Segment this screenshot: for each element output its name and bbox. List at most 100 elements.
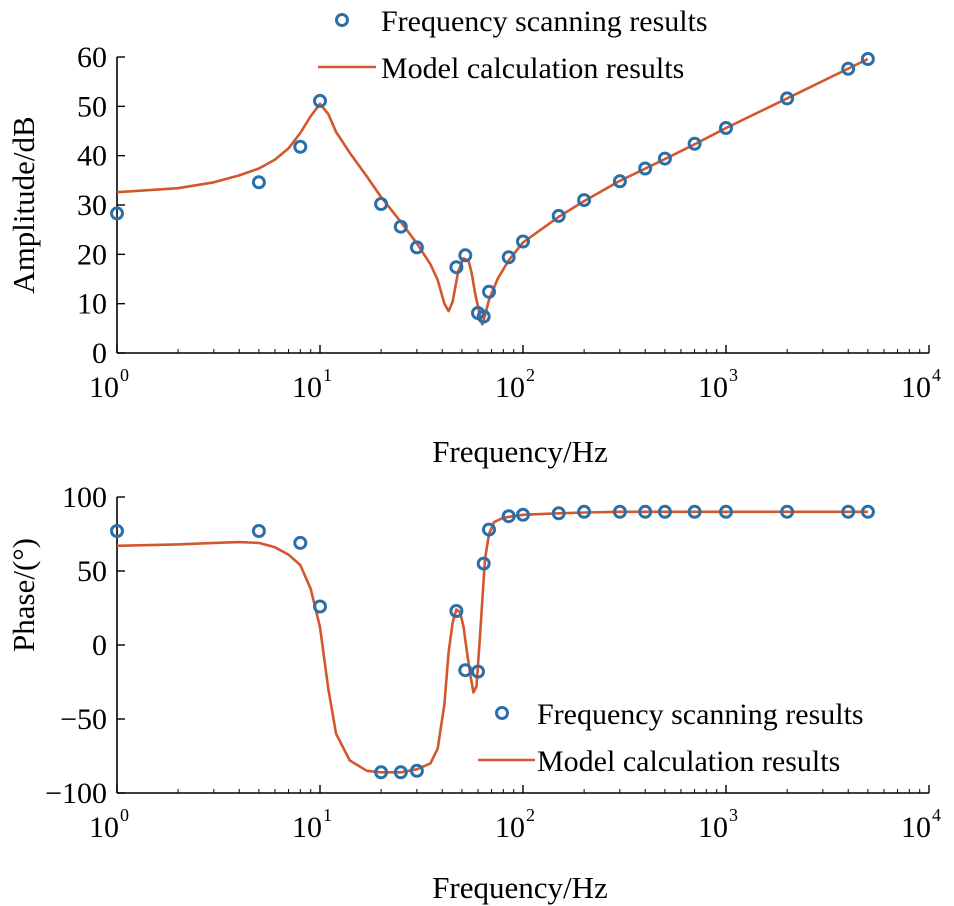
amplitude-scan-point xyxy=(719,121,733,135)
amplitude-scan-point xyxy=(293,139,308,154)
amplitude-y-tick-label: 30 xyxy=(77,189,107,222)
phase-scan-point xyxy=(482,522,496,537)
amplitude-legend-marker-icon xyxy=(335,13,349,27)
amplitude-scan-point xyxy=(449,260,464,275)
phase-scan-point xyxy=(501,509,516,524)
amplitude-scan-point xyxy=(110,206,124,221)
phase-legend-label-scan: Frequency scanning results xyxy=(537,698,864,731)
amplitude-scan-point xyxy=(409,240,424,255)
phase-legend-marker-icon xyxy=(495,706,509,720)
phase-scan-point xyxy=(293,535,308,550)
phase-scan-point xyxy=(638,504,653,519)
amplitude-legend-label-scan: Frequency scanning results xyxy=(381,5,708,38)
amplitude-x-tick-base: 10 xyxy=(292,371,322,404)
amplitude-x-tick-label: 10 1 xyxy=(292,365,332,404)
phase-x-tick-label: 10 0 xyxy=(89,805,129,844)
phase-scan-point xyxy=(860,504,875,519)
amplitude-scan-point xyxy=(476,309,491,324)
amplitude-model-line xyxy=(116,57,869,326)
amplitude-y-tick-label: 60 xyxy=(77,41,107,74)
phase-x-tick-base: 10 xyxy=(901,811,931,844)
amplitude-scan-point xyxy=(841,61,856,76)
phase-scan-point xyxy=(374,765,389,780)
phase-y-tick-labels: −100 −50 0 50 100 xyxy=(45,481,107,810)
amplitude-y-tick-labels: 0 10 20 30 40 50 60 xyxy=(77,41,107,370)
amplitude-x-tick-exponent: 2 xyxy=(526,365,535,385)
amplitude-scan-markers xyxy=(110,52,875,324)
amplitude-y-tick-label: 10 xyxy=(77,288,107,321)
phase-x-tick-exponent: 3 xyxy=(729,805,738,825)
phase-x-tick-exponent: 0 xyxy=(120,805,129,825)
phase-scan-point xyxy=(841,504,856,519)
phase-scan-point xyxy=(449,604,464,618)
phase-scan-point xyxy=(458,663,473,678)
phase-scan-point xyxy=(251,524,266,538)
phase-scan-point xyxy=(476,556,491,571)
amplitude-scan-point xyxy=(638,161,653,176)
phase-scan-point xyxy=(313,599,327,614)
amplitude-x-tick-base: 10 xyxy=(901,371,931,404)
phase-scan-point xyxy=(577,504,592,519)
phase-scan-point xyxy=(687,504,702,519)
phase-y-axis-title: Phase/(°) xyxy=(6,538,41,652)
amplitude-x-tick-exponent: 4 xyxy=(932,365,941,385)
amplitude-scan-point xyxy=(374,197,389,211)
phase-x-axis-title: Frequency/Hz xyxy=(432,870,608,905)
amplitude-scan-point xyxy=(313,93,327,108)
amplitude-scan-point xyxy=(577,193,592,208)
amplitude-scan-point xyxy=(501,250,516,265)
amplitude-scan-point xyxy=(612,174,627,189)
amplitude-x-tick-base: 10 xyxy=(495,371,525,404)
phase-x-tick-base: 10 xyxy=(292,811,322,844)
amplitude-axes xyxy=(116,56,930,354)
amplitude-x-tick-base: 10 xyxy=(698,371,728,404)
phase-x-tick-base: 10 xyxy=(495,811,525,844)
phase-x-tick-label: 10 1 xyxy=(292,805,332,844)
amplitude-model-curve xyxy=(116,57,869,326)
amplitude-scan-point xyxy=(780,91,795,106)
amplitude-y-tick-label: 40 xyxy=(77,140,107,173)
phase-scan-point xyxy=(551,506,566,521)
phase-x-tick-base: 10 xyxy=(89,811,119,844)
amplitude-scan-point xyxy=(551,208,566,223)
phase-x-tick-label: 10 4 xyxy=(901,805,941,844)
amplitude-x-tick-label: 10 0 xyxy=(89,365,129,404)
amplitude-y-axis-title: Amplitude/dB xyxy=(6,116,41,293)
amplitude-legend: Frequency scanning results Model calcula… xyxy=(318,5,708,85)
phase-scan-point xyxy=(393,765,408,780)
amplitude-scan-point xyxy=(393,219,408,234)
amplitude-x-tick-exponent: 0 xyxy=(120,365,129,385)
amplitude-scan-point xyxy=(860,52,875,66)
amplitude-x-axis-title: Frequency/Hz xyxy=(432,434,608,469)
phase-y-tick-label: −100 xyxy=(45,777,107,810)
phase-x-tick-exponent: 4 xyxy=(932,805,941,825)
amplitude-y-tick-label: 0 xyxy=(92,337,107,370)
amplitude-scan-point xyxy=(657,151,672,166)
amplitude-x-tick-label: 10 4 xyxy=(901,365,941,404)
amplitude-legend-label-model: Model calculation results xyxy=(381,52,684,85)
amplitude-x-tick-label: 10 2 xyxy=(495,365,535,404)
amplitude-scan-point xyxy=(482,284,496,299)
phase-y-tick-label: 100 xyxy=(62,481,107,514)
phase-scan-point xyxy=(110,524,124,538)
phase-scan-markers xyxy=(110,504,875,780)
amplitude-scan-point xyxy=(687,136,702,151)
amplitude-scan-point xyxy=(516,234,530,249)
phase-x-tick-exponent: 1 xyxy=(323,805,332,825)
amplitude-scan-point xyxy=(458,248,473,263)
amplitude-y-tick-label: 20 xyxy=(77,238,107,271)
phase-x-tick-label: 10 2 xyxy=(495,805,535,844)
amplitude-x-tick-exponent: 3 xyxy=(729,365,738,385)
amplitude-y-tick-label: 50 xyxy=(77,90,107,123)
phase-model-curve xyxy=(116,510,868,774)
phase-y-tick-label: 50 xyxy=(77,555,107,588)
phase-scan-point xyxy=(719,504,733,519)
phase-scan-point xyxy=(780,504,795,519)
phase-y-tick-label: 0 xyxy=(92,629,107,662)
phase-axes xyxy=(116,496,930,794)
amplitude-x-tick-base: 10 xyxy=(89,371,119,404)
phase-scan-point xyxy=(612,504,627,519)
phase-scan-point xyxy=(409,763,424,778)
